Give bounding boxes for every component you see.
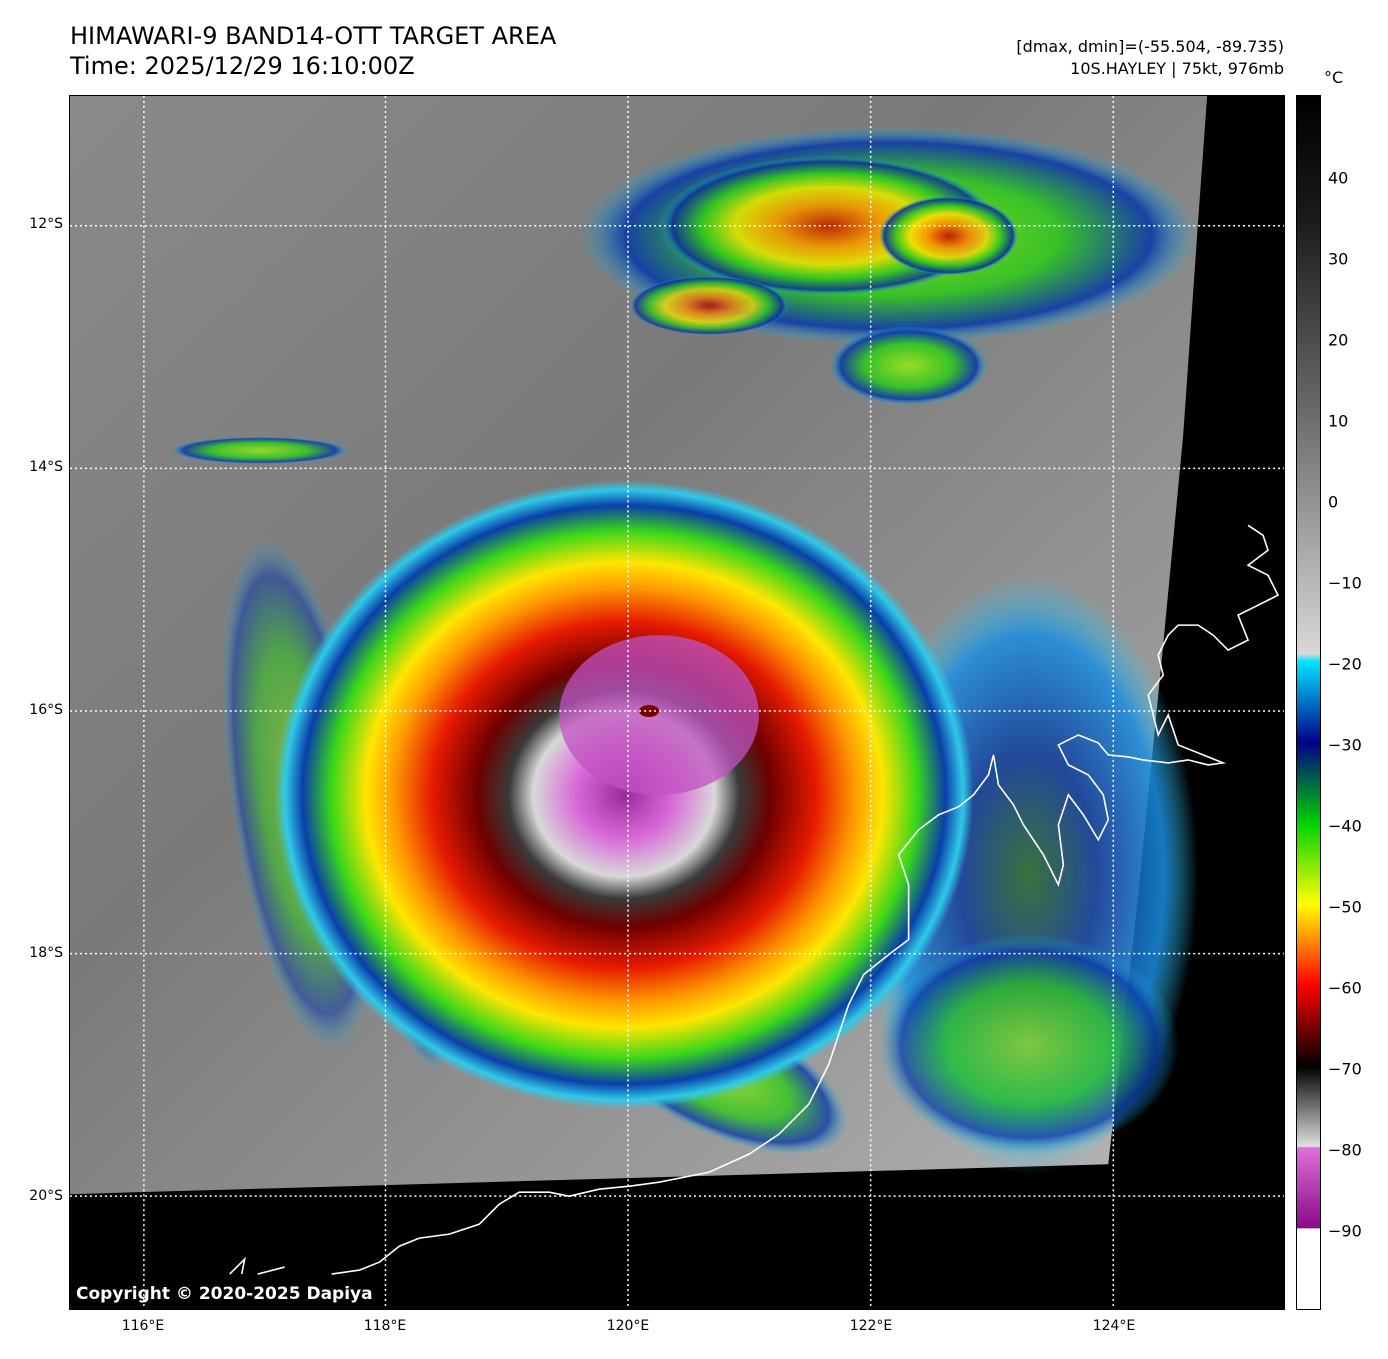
lat-label-18s: 18°S [29, 945, 63, 961]
storm-info-text: 10S.HAYLEY | 75kt, 976mb [1070, 59, 1284, 78]
cyclone-eye [639, 704, 660, 717]
colorbar [1296, 95, 1321, 1310]
colorbar-tick-label: 0 [1328, 492, 1339, 512]
colorbar-tick-label: 20 [1328, 330, 1349, 350]
colorbar-tick-label: −50 [1328, 897, 1362, 917]
colorbar-tick-label: −80 [1328, 1140, 1362, 1160]
satellite-map [69, 95, 1285, 1310]
colorbar-tick-label: −90 [1328, 1221, 1362, 1241]
lon-label-118e: 118°E [363, 1318, 407, 1334]
lon-label-116e: 116°E [121, 1318, 165, 1334]
west-band-1 [169, 436, 350, 465]
colorbar-unit: °C [1324, 68, 1344, 87]
colorbar-tick-label: −60 [1328, 978, 1362, 998]
lat-label-16s: 16°S [29, 702, 63, 718]
north-convection-cell [878, 195, 1019, 276]
colorbar-tick-label: 40 [1328, 168, 1349, 188]
colorbar-tick-label: 10 [1328, 411, 1349, 431]
colorbar-tick-label: 30 [1328, 249, 1349, 269]
lon-label-124e: 124°E [1092, 1318, 1136, 1334]
southeast-green-region [878, 934, 1179, 1155]
north-convection-core-2 [629, 275, 789, 336]
cyclone-cloud-shield [274, 480, 974, 1110]
lat-label-12s: 12°S [29, 216, 63, 232]
colorbar-tick-label: −20 [1328, 654, 1362, 674]
colorbar-tick-label: −70 [1328, 1059, 1362, 1079]
lon-label-120e: 120°E [606, 1318, 650, 1334]
colorbar-tick-label: −10 [1328, 573, 1362, 593]
colorbar-tick-label: −40 [1328, 816, 1362, 836]
cyclone-cold-core [559, 635, 759, 795]
figure-title: HIMAWARI-9 BAND14-OTT TARGET AREA [70, 22, 557, 50]
copyright-notice: Copyright © 2020-2025 Dapiya [76, 1284, 373, 1304]
lat-label-14s: 14°S [29, 459, 63, 475]
lat-label-20s: 20°S [29, 1188, 63, 1204]
figure-time: Time: 2025/12/29 16:10:00Z [70, 52, 415, 80]
temperature-range-text: [dmax, dmin]=(-55.504, -89.735) [1016, 37, 1284, 56]
lon-label-122e: 122°E [849, 1318, 893, 1334]
coastline [229, 524, 1280, 1275]
colorbar-tick-label: −30 [1328, 735, 1362, 755]
north-convection-cell-2 [828, 325, 989, 406]
